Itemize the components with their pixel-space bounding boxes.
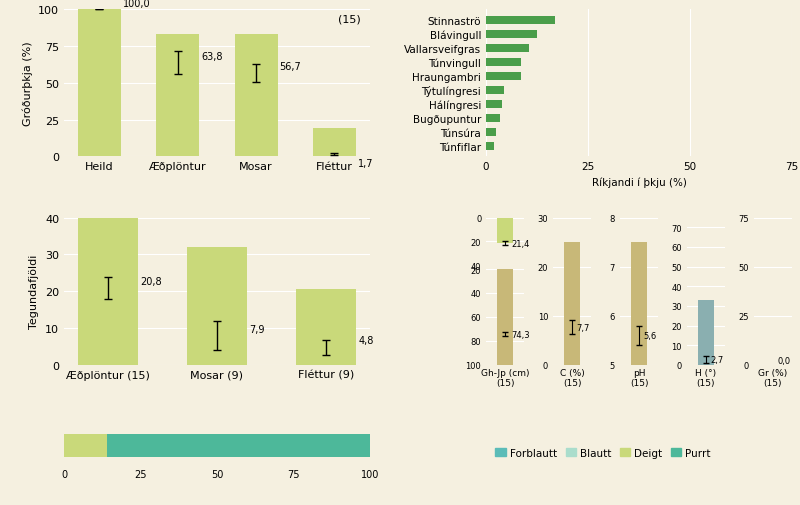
X-axis label: pH
(15): pH (15) bbox=[630, 368, 648, 387]
Y-axis label: Gróðurþkja (%): Gróðurþkja (%) bbox=[22, 41, 33, 126]
Bar bbox=[78, 10, 121, 157]
Text: 7,7: 7,7 bbox=[577, 323, 590, 332]
Bar bbox=[78, 218, 138, 365]
X-axis label: C (%)
(15): C (%) (15) bbox=[560, 368, 585, 387]
Bar bbox=[497, 270, 514, 365]
Text: 20,8: 20,8 bbox=[141, 277, 162, 287]
Bar bbox=[486, 17, 555, 24]
Y-axis label: Tegundafjöldi: Tegundafjöldi bbox=[30, 255, 39, 329]
Bar bbox=[486, 59, 521, 67]
Text: 7,9: 7,9 bbox=[250, 324, 265, 334]
Bar bbox=[156, 35, 199, 157]
Text: 63,8: 63,8 bbox=[202, 52, 222, 62]
Bar bbox=[64, 434, 107, 457]
Bar bbox=[486, 115, 500, 122]
Text: 2,7: 2,7 bbox=[710, 356, 724, 364]
Bar bbox=[486, 87, 505, 94]
Bar bbox=[698, 300, 714, 365]
Text: 100,0: 100,0 bbox=[123, 0, 150, 9]
X-axis label: Gh-Jp (cm)
(15): Gh-Jp (cm) (15) bbox=[481, 368, 530, 387]
X-axis label: Gr (%)
(15): Gr (%) (15) bbox=[758, 368, 787, 387]
Bar bbox=[187, 247, 247, 365]
Bar bbox=[497, 218, 514, 244]
Bar bbox=[631, 242, 647, 365]
Text: 56,7: 56,7 bbox=[280, 62, 302, 72]
Bar bbox=[486, 31, 537, 38]
X-axis label: H (°)
(15): H (°) (15) bbox=[695, 368, 717, 387]
Text: 4,8: 4,8 bbox=[358, 336, 374, 345]
Text: 0,0: 0,0 bbox=[778, 356, 790, 365]
Text: 1,7: 1,7 bbox=[358, 159, 374, 169]
Bar bbox=[313, 129, 356, 157]
X-axis label: Ríkjandi í þkju (%): Ríkjandi í þkju (%) bbox=[592, 177, 686, 188]
Text: 5,6: 5,6 bbox=[644, 331, 657, 340]
Bar bbox=[486, 45, 529, 53]
Bar bbox=[564, 242, 580, 365]
Text: 21,4: 21,4 bbox=[511, 239, 530, 248]
Bar bbox=[234, 35, 278, 157]
Bar bbox=[107, 434, 370, 457]
Bar bbox=[296, 290, 356, 365]
Bar bbox=[486, 73, 521, 80]
Bar bbox=[486, 129, 496, 136]
Text: (15): (15) bbox=[338, 15, 361, 24]
Bar bbox=[486, 101, 502, 109]
Text: 74,3: 74,3 bbox=[511, 330, 530, 339]
Bar bbox=[486, 143, 494, 150]
Legend: Forblautt, Blautt, Deigt, Purrt: Forblautt, Blautt, Deigt, Purrt bbox=[491, 444, 715, 462]
